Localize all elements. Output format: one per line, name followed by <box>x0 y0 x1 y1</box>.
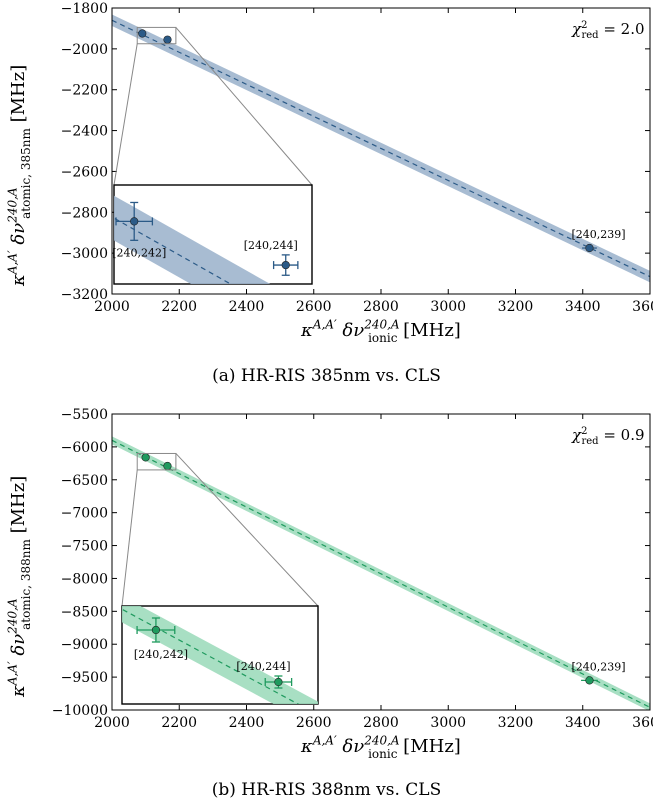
y-tick-label: −2800 <box>61 205 108 221</box>
zoom-connector <box>121 469 138 607</box>
y-tick-label: −2200 <box>61 83 108 99</box>
zoom-box <box>136 452 177 471</box>
y-tick-label: −10000 <box>52 703 108 719</box>
x-tick-label: 3200 <box>498 715 534 731</box>
y-axis-label: κA,A′ δν240,Aatomic, 385nm [MHz] <box>5 65 33 287</box>
x-tick-label: 2800 <box>363 299 399 315</box>
x-tick-label: 3000 <box>430 715 466 731</box>
y-tick-label: −8000 <box>61 571 108 587</box>
chart-b: [240,239] 2000 2200 2400 2600 2800 3000 3200 340… <box>5 407 653 761</box>
zoom-connector <box>175 27 313 186</box>
y-tick-label: −3000 <box>61 246 108 262</box>
inset-plot <box>114 195 299 284</box>
inset-point-label-[240,242]: [240,242] <box>112 246 166 259</box>
chi2-label: χ2 red = 2.0 <box>571 20 645 41</box>
x-axis-label: κA,A′ δν240,A ionic [MHz] <box>300 317 461 345</box>
y-tick-label: −9500 <box>61 670 108 686</box>
y-tick-label: −5500 <box>61 407 108 423</box>
y-tick-label: −2000 <box>61 42 108 58</box>
y-tick-label: −9000 <box>61 637 108 653</box>
x-tick-label: 2000 <box>94 715 130 731</box>
caption-b: (b) HR-RIS 388nm vs. CLS <box>211 780 442 800</box>
y-tick-label: −7000 <box>61 506 108 522</box>
data-point <box>141 453 150 462</box>
x-tick-label: 3400 <box>565 715 601 731</box>
inset-data-point <box>274 677 283 687</box>
zoom-connector <box>113 43 138 186</box>
x-tick-label: 2800 <box>363 715 399 731</box>
inset-fit-line <box>122 608 300 704</box>
x-tick-label: 2400 <box>229 299 265 315</box>
y-axis-label: κA,A′ δν240,Aatomic, 388nm [MHz] <box>5 476 33 698</box>
caption-a: (a) HR-RIS 385nm vs. CLS <box>212 366 441 386</box>
zoom-box <box>136 26 177 45</box>
x-tick-label: 3000 <box>430 299 466 315</box>
y-tick-label: −6000 <box>61 440 108 456</box>
zoom-connector <box>175 453 319 607</box>
x-tick-label: 2600 <box>296 299 332 315</box>
inset-data-point <box>281 260 290 270</box>
inset-data-point <box>151 625 161 635</box>
data-point <box>585 243 594 253</box>
inset-point-label-[240,242]: [240,242] <box>134 648 188 661</box>
x-tick-label: 2600 <box>296 715 332 731</box>
chart-a: [240,239] 2000 2200 2400 2600 2800 3000 3200 340… <box>5 1 653 345</box>
x-tick-label: 2400 <box>229 715 265 731</box>
x-tick-label: 2200 <box>161 715 197 731</box>
data-point <box>163 35 172 44</box>
fit-line <box>112 439 650 708</box>
plot-area <box>112 14 650 283</box>
x-axis-label: κA,A′ δν240,A ionic [MHz] <box>300 733 461 761</box>
data-point <box>163 461 172 471</box>
x-tick-label: 3600 <box>632 299 653 315</box>
inset-point-label-[240,244]: [240,244] <box>244 239 298 252</box>
x-tick-label: 3400 <box>565 299 601 315</box>
inset-data-point <box>130 217 139 226</box>
y-tick-label: −1800 <box>61 1 108 17</box>
fit-line <box>112 19 650 278</box>
inset-confidence-band <box>114 195 271 284</box>
data-point <box>585 676 594 685</box>
y-tick-label: −6500 <box>61 473 108 489</box>
inset-plot <box>122 606 318 704</box>
y-tick-label: −2400 <box>61 124 108 140</box>
point-label-[240,239]: [240,239] <box>571 228 625 241</box>
data-point <box>138 29 147 38</box>
chi2-label: χ2 red = 0.9 <box>571 426 645 447</box>
y-tick-label: −8500 <box>61 604 108 620</box>
inset-point-label-[240,244]: [240,244] <box>236 660 290 673</box>
x-tick-label: 3600 <box>632 715 653 731</box>
y-tick-label: −3200 <box>61 287 108 303</box>
y-tick-label: −7500 <box>61 539 108 555</box>
point-label-[240,239]: [240,239] <box>571 660 625 673</box>
plot-area <box>112 436 650 710</box>
inset-fit-line <box>114 217 232 284</box>
y-tick-label: −2600 <box>61 164 108 180</box>
x-tick-label: 2000 <box>94 299 130 315</box>
x-tick-label: 2200 <box>161 299 197 315</box>
x-tick-label: 3200 <box>498 299 534 315</box>
